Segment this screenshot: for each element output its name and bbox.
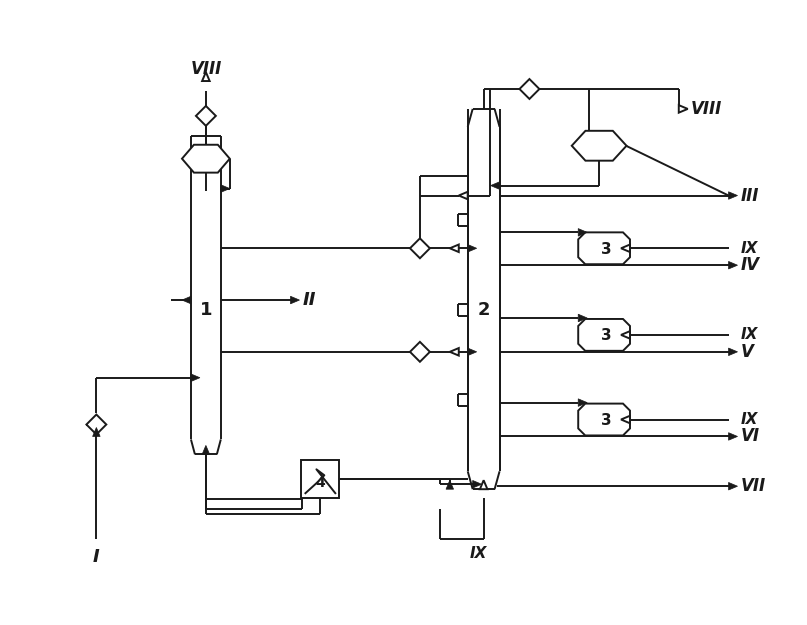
Text: IV: IV	[741, 256, 759, 274]
Polygon shape	[182, 296, 191, 304]
Text: IX: IX	[741, 328, 758, 342]
Polygon shape	[729, 192, 738, 199]
Polygon shape	[729, 482, 738, 490]
Polygon shape	[520, 79, 539, 99]
Polygon shape	[93, 428, 100, 436]
Polygon shape	[480, 480, 487, 489]
Text: VI: VI	[741, 428, 759, 446]
Polygon shape	[729, 348, 738, 356]
Polygon shape	[468, 244, 477, 252]
Polygon shape	[196, 106, 215, 126]
Polygon shape	[202, 72, 210, 81]
Text: VIII: VIII	[691, 100, 722, 118]
Polygon shape	[571, 131, 626, 161]
Polygon shape	[473, 481, 482, 488]
Polygon shape	[579, 404, 630, 436]
Text: VII: VII	[741, 478, 766, 495]
Polygon shape	[579, 399, 587, 406]
Polygon shape	[579, 314, 587, 322]
Polygon shape	[621, 331, 630, 339]
Text: 3: 3	[600, 328, 612, 343]
Polygon shape	[579, 232, 630, 264]
Text: I: I	[93, 548, 100, 566]
Polygon shape	[579, 319, 630, 351]
Polygon shape	[729, 261, 738, 269]
Polygon shape	[446, 480, 454, 489]
Text: III: III	[741, 186, 759, 204]
Polygon shape	[621, 416, 630, 423]
Text: V: V	[741, 343, 754, 361]
Text: VIII: VIII	[190, 60, 221, 78]
Polygon shape	[86, 414, 107, 434]
Text: 3: 3	[600, 413, 612, 428]
Polygon shape	[449, 244, 458, 252]
Polygon shape	[410, 238, 430, 258]
Polygon shape	[182, 145, 230, 172]
Text: 2: 2	[478, 301, 490, 319]
Polygon shape	[679, 105, 688, 112]
Polygon shape	[291, 296, 299, 304]
Text: II: II	[303, 291, 316, 309]
Polygon shape	[191, 374, 200, 381]
Polygon shape	[729, 432, 738, 440]
Polygon shape	[468, 348, 477, 356]
Text: IX: IX	[741, 241, 758, 256]
Text: IX: IX	[470, 546, 487, 561]
Polygon shape	[621, 244, 630, 252]
Polygon shape	[449, 348, 458, 356]
Text: IX: IX	[741, 412, 758, 427]
Polygon shape	[410, 342, 430, 362]
Polygon shape	[202, 446, 210, 454]
Polygon shape	[579, 229, 587, 236]
Text: 3: 3	[600, 242, 612, 257]
Polygon shape	[491, 182, 500, 189]
FancyBboxPatch shape	[302, 461, 339, 498]
Text: 4: 4	[316, 476, 325, 490]
Polygon shape	[221, 185, 230, 192]
Text: 1: 1	[199, 301, 212, 319]
Polygon shape	[458, 192, 468, 199]
